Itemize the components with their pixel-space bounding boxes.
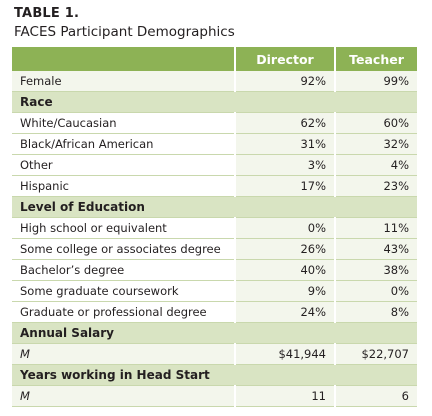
teacher-value: 99%	[334, 71, 417, 92]
row-label: M	[12, 385, 235, 407]
section-label: Level of Education	[12, 196, 417, 218]
teacher-value: 23%	[334, 175, 417, 197]
table-row: Hispanic 17% 23%	[12, 175, 417, 197]
header-teacher: Teacher	[335, 47, 417, 71]
director-value: 9%	[234, 280, 335, 302]
header-director: Director	[235, 47, 336, 71]
table-row: Some college or associates degree 26% 43%	[12, 238, 417, 260]
section-label: Race	[12, 91, 417, 113]
demographics-table: Director Teacher Female 92% 99% Race White/C…	[12, 47, 417, 407]
table-row: M $41,944 $22,707	[12, 343, 417, 365]
teacher-value: 8%	[334, 301, 417, 323]
section-label: Years working in Head Start	[12, 364, 417, 386]
teacher-value: 60%	[334, 112, 417, 134]
section-row: Level of Education	[12, 196, 417, 218]
teacher-value: $22,707	[334, 343, 417, 365]
teacher-value: 4%	[334, 154, 417, 176]
row-label: High school or equivalent	[12, 217, 235, 239]
section-label: Annual Salary	[12, 322, 417, 344]
table-row: Bachelor’s degree 40% 38%	[12, 259, 417, 281]
table-row: White/Caucasian 62% 60%	[12, 112, 417, 134]
director-value: 17%	[234, 175, 335, 197]
section-row: Race	[12, 91, 417, 113]
teacher-value: 32%	[334, 133, 417, 155]
row-label: Some college or associates degree	[12, 238, 235, 260]
director-value: 0%	[234, 217, 335, 239]
table-row: High school or equivalent 0% 11%	[12, 217, 417, 239]
row-label: Other	[12, 154, 235, 176]
row-label: Black/African American	[12, 133, 235, 155]
teacher-value: 6	[334, 385, 417, 407]
row-label: White/Caucasian	[12, 112, 235, 134]
table-title: FACES Participant Demographics	[14, 24, 235, 40]
director-value: 24%	[234, 301, 335, 323]
table-body: Female 92% 99% Race White/Caucasian 62% 60% Bla…	[12, 71, 417, 407]
table-row: Black/African American 31% 32%	[12, 133, 417, 155]
row-label: Graduate or professional degree	[12, 301, 235, 323]
director-value: 62%	[234, 112, 335, 134]
director-value: 3%	[234, 154, 335, 176]
table-row: Some graduate coursework 9% 0%	[12, 280, 417, 302]
director-value: 92%	[234, 71, 335, 92]
row-label: Hispanic	[12, 175, 235, 197]
director-value: 40%	[234, 259, 335, 281]
section-row: Annual Salary	[12, 322, 417, 344]
director-value: 31%	[234, 133, 335, 155]
row-label: Bachelor’s degree	[12, 259, 235, 281]
row-label: M	[12, 343, 235, 365]
row-label: Some graduate coursework	[12, 280, 235, 302]
row-label: Female	[12, 71, 235, 92]
table-row: M 11 6	[12, 385, 417, 407]
table-label: TABLE 1.	[14, 6, 80, 21]
table-row: Female 92% 99%	[12, 71, 417, 92]
director-value: 26%	[234, 238, 335, 260]
header-blank	[12, 47, 236, 71]
header-row: Director Teacher	[12, 47, 417, 71]
teacher-value: 11%	[334, 217, 417, 239]
teacher-value: 43%	[334, 238, 417, 260]
table-row: Other 3% 4%	[12, 154, 417, 176]
teacher-value: 0%	[334, 280, 417, 302]
section-row: Years working in Head Start	[12, 364, 417, 386]
table-row: Graduate or professional degree 24% 8%	[12, 301, 417, 323]
teacher-value: 38%	[334, 259, 417, 281]
director-value: $41,944	[234, 343, 335, 365]
director-value: 11	[234, 385, 335, 407]
